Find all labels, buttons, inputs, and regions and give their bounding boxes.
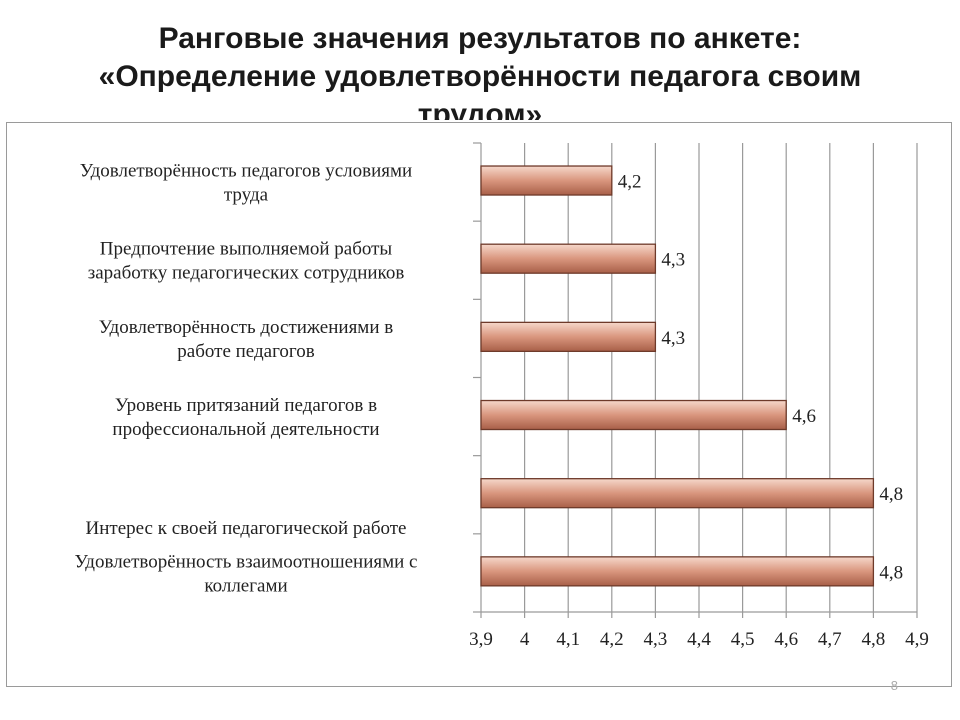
title-line-3: трудом» <box>417 98 543 120</box>
category-label: коллегами <box>204 575 287 596</box>
slide-title: Ранговые значения результатов по анкете:… <box>0 20 960 120</box>
category-label: Интерес к своей педагогической работе <box>86 518 407 539</box>
category-label: профессиональной деятельности <box>112 419 379 440</box>
bar <box>480 165 613 196</box>
category-label: труда <box>224 185 269 206</box>
x-tick-label: 4,9 <box>905 629 929 650</box>
x-tick-label: 4,5 <box>731 629 755 650</box>
bar <box>480 478 875 509</box>
category-label: Удовлетворённость достижениями в <box>99 317 394 338</box>
x-tick-label: 4 <box>520 629 530 650</box>
chart-frame <box>6 122 952 687</box>
x-tick-label: 4,4 <box>687 629 711 650</box>
title-line-1: Ранговые значения результатов по анкете: <box>158 22 802 55</box>
data-label: 4,3 <box>661 250 685 271</box>
x-tick-label: 4,8 <box>862 629 886 650</box>
category-label: Удовлетворённость взаимоотношениями с <box>75 551 418 572</box>
x-tick-label: 4,7 <box>818 629 842 650</box>
x-tick-label: 4,6 <box>774 629 798 650</box>
page-number: 8 <box>890 678 898 693</box>
category-label: заработку педагогических сотрудников <box>88 263 405 284</box>
category-label: Удовлетворённость педагогов условиями <box>80 161 412 182</box>
x-tick-label: 4,3 <box>644 629 668 650</box>
category-label: Предпочтение выполняемой работы <box>100 239 393 260</box>
data-label: 4,2 <box>618 172 642 193</box>
title-line-2: «Определение удовлетворённости педагога … <box>98 60 862 93</box>
x-tick-label: 4,1 <box>556 629 580 650</box>
data-label: 4,8 <box>879 484 903 505</box>
bar <box>480 556 875 587</box>
bar <box>480 243 657 274</box>
category-label: работе педагогов <box>177 341 314 362</box>
data-label: 4,3 <box>661 328 685 349</box>
bar <box>480 399 787 431</box>
data-label: 4,6 <box>792 406 816 427</box>
data-label: 4,8 <box>879 562 903 583</box>
x-tick-label: 3,9 <box>469 629 493 650</box>
bar <box>480 321 657 353</box>
category-label: Уровень притязаний педагогов в <box>115 395 377 416</box>
x-tick-label: 4,2 <box>600 629 624 650</box>
